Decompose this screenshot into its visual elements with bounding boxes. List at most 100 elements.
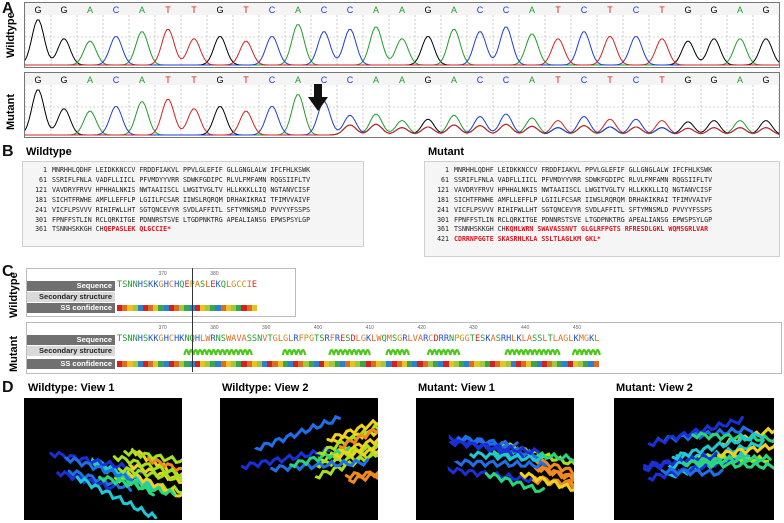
mut-residue-70: S xyxy=(480,334,486,344)
mut-confidence-cell xyxy=(370,361,377,367)
mut-confidence-cell xyxy=(324,361,330,367)
mutant-ss-label: Mutant xyxy=(8,335,20,372)
wt-residue-12: Q xyxy=(179,280,185,290)
helix-ribbon xyxy=(270,458,369,473)
mut-residue-26: S xyxy=(251,334,258,344)
mut-residue-74: R xyxy=(500,334,507,344)
base-call-26: G xyxy=(710,5,717,15)
wt-confidence-cell xyxy=(220,305,227,311)
wt-residue-0: T xyxy=(117,280,123,290)
mut-confidence-cell xyxy=(173,361,180,367)
base-call-8: T xyxy=(243,75,249,85)
mut-confidence-cell xyxy=(484,361,491,367)
base-call-15: G xyxy=(424,5,431,15)
mut-confidence-cell xyxy=(277,361,284,367)
helix-ribbon xyxy=(126,469,182,498)
mut-residue-9: H xyxy=(163,334,169,344)
mut-view2-title: Mutant: View 2 xyxy=(616,382,693,394)
base-call-15: G xyxy=(424,75,431,85)
mut-confidence-cell xyxy=(350,361,356,367)
helix-ribbon xyxy=(326,418,378,443)
mut-residue-85: A xyxy=(557,334,564,344)
ruler-tick-370: 370 xyxy=(158,271,167,277)
mut-confidence-cell xyxy=(396,361,403,367)
helix-ribbon xyxy=(147,455,182,474)
helix-ribbon xyxy=(338,427,378,450)
mut-confidence-cell xyxy=(443,361,449,367)
wt-residue-10: C xyxy=(168,280,175,290)
wt-confidence-cell xyxy=(117,305,123,311)
mut-confidence-cell xyxy=(344,361,351,367)
mut-residue-11: H xyxy=(174,334,180,344)
wildtype-seq-row-61: 61 SSRIFLFNLA VADFLLIICL PFVMDYYVRR SDWKF… xyxy=(39,175,311,184)
base-call-3: C xyxy=(113,75,120,85)
helix-ribbon xyxy=(535,465,574,482)
mut-residue-21: W xyxy=(225,334,232,344)
wt-residue-26: E xyxy=(251,280,258,290)
base-call-25: G xyxy=(684,75,691,85)
base-call-10: A xyxy=(295,5,301,15)
wt-confidence-cell xyxy=(225,305,232,311)
mutant-seq-row-301: 301 FPNFFSTLIN RCLQRKITGE PDNNRSTSVE LTGD… xyxy=(437,215,713,224)
wt-residue-7: K xyxy=(153,280,159,290)
wt-residue-6: K xyxy=(148,280,154,290)
mut-residue-38: T xyxy=(314,334,320,344)
mut-residue-82: L xyxy=(542,334,548,344)
mut-confidence-cell xyxy=(531,361,538,367)
mut-residue-87: L xyxy=(568,334,574,344)
helix-ribbon xyxy=(75,475,158,520)
mut-confidence-cell xyxy=(500,361,506,367)
mut-confidence-cell xyxy=(495,361,501,367)
wt-residue-3: N xyxy=(132,280,138,290)
mut-residue-13: N xyxy=(184,334,190,344)
mut-confidence-cell xyxy=(474,361,481,367)
base-call-21: C xyxy=(581,75,588,85)
wt-residue-24: C xyxy=(241,280,247,290)
wt-confidence-cell xyxy=(241,305,247,311)
mut-residue-36: P xyxy=(303,334,309,344)
helix-coil xyxy=(453,348,461,356)
base-call-4: A xyxy=(139,5,145,15)
mut-confidence-cell xyxy=(469,361,475,367)
wt-confidence-cell xyxy=(184,305,190,311)
ruler-tick-430: 430 xyxy=(469,325,478,331)
wt-residue-20: Q xyxy=(220,280,226,290)
wt-view1-title: Wildtype: View 1 xyxy=(28,382,115,394)
mut-row-confidence-label: SS confidence xyxy=(27,359,115,369)
mut-confidence-cell xyxy=(179,361,185,367)
base-call-5: T xyxy=(165,5,171,15)
mut-residue-1: S xyxy=(122,334,128,344)
mut-confidence-cell xyxy=(386,361,393,367)
mut-residue-31: L xyxy=(277,334,283,344)
helix-ribbon xyxy=(533,475,574,492)
mut-confidence-cell xyxy=(230,361,237,367)
base-call-6: T xyxy=(191,5,197,15)
wildtype-seq-title: Wildtype xyxy=(26,146,72,158)
mut-confidence-cell xyxy=(593,361,600,367)
mut-confidence-cell xyxy=(427,361,434,367)
base-call-5: T xyxy=(165,75,171,85)
wildtype-trace-label: Wildtype xyxy=(5,12,17,58)
mut-confidence-cell xyxy=(376,361,382,367)
mutant-seq-row-361: 361 TSNNHSKKGH CHKQHLWRN SWAVASSNVT GLGLR… xyxy=(437,225,709,234)
wt-residue-8: G xyxy=(158,280,164,290)
mut-residue-10: C xyxy=(168,334,175,344)
helix-coil xyxy=(299,348,307,356)
mut-confidence-cell xyxy=(572,361,579,367)
mut-residue-90: G xyxy=(583,334,590,344)
mut-residue-19: N xyxy=(215,334,221,344)
mut-residue-91: K xyxy=(589,334,595,344)
helix-ribbon xyxy=(716,442,774,459)
mut-residue-58: A xyxy=(417,334,424,344)
wt-residue-9: H xyxy=(163,280,169,290)
wt-view2-title: Wildtype: View 2 xyxy=(222,382,309,394)
ruler-tick-450: 450 xyxy=(572,325,582,331)
mut-confidence-cell xyxy=(241,361,247,367)
wt-confidence-cell xyxy=(246,305,253,311)
mut-confidence-cell xyxy=(137,361,144,367)
helix-ribbon xyxy=(289,445,351,469)
mut-residue-20: S xyxy=(220,334,226,344)
mut-confidence-cell xyxy=(407,361,413,367)
helix-coil xyxy=(553,348,561,356)
mutant-seq-row-61: 61 SSRIFLFNLA VADFLLIICL PFVMDYYVRR SDWKF… xyxy=(441,175,713,184)
